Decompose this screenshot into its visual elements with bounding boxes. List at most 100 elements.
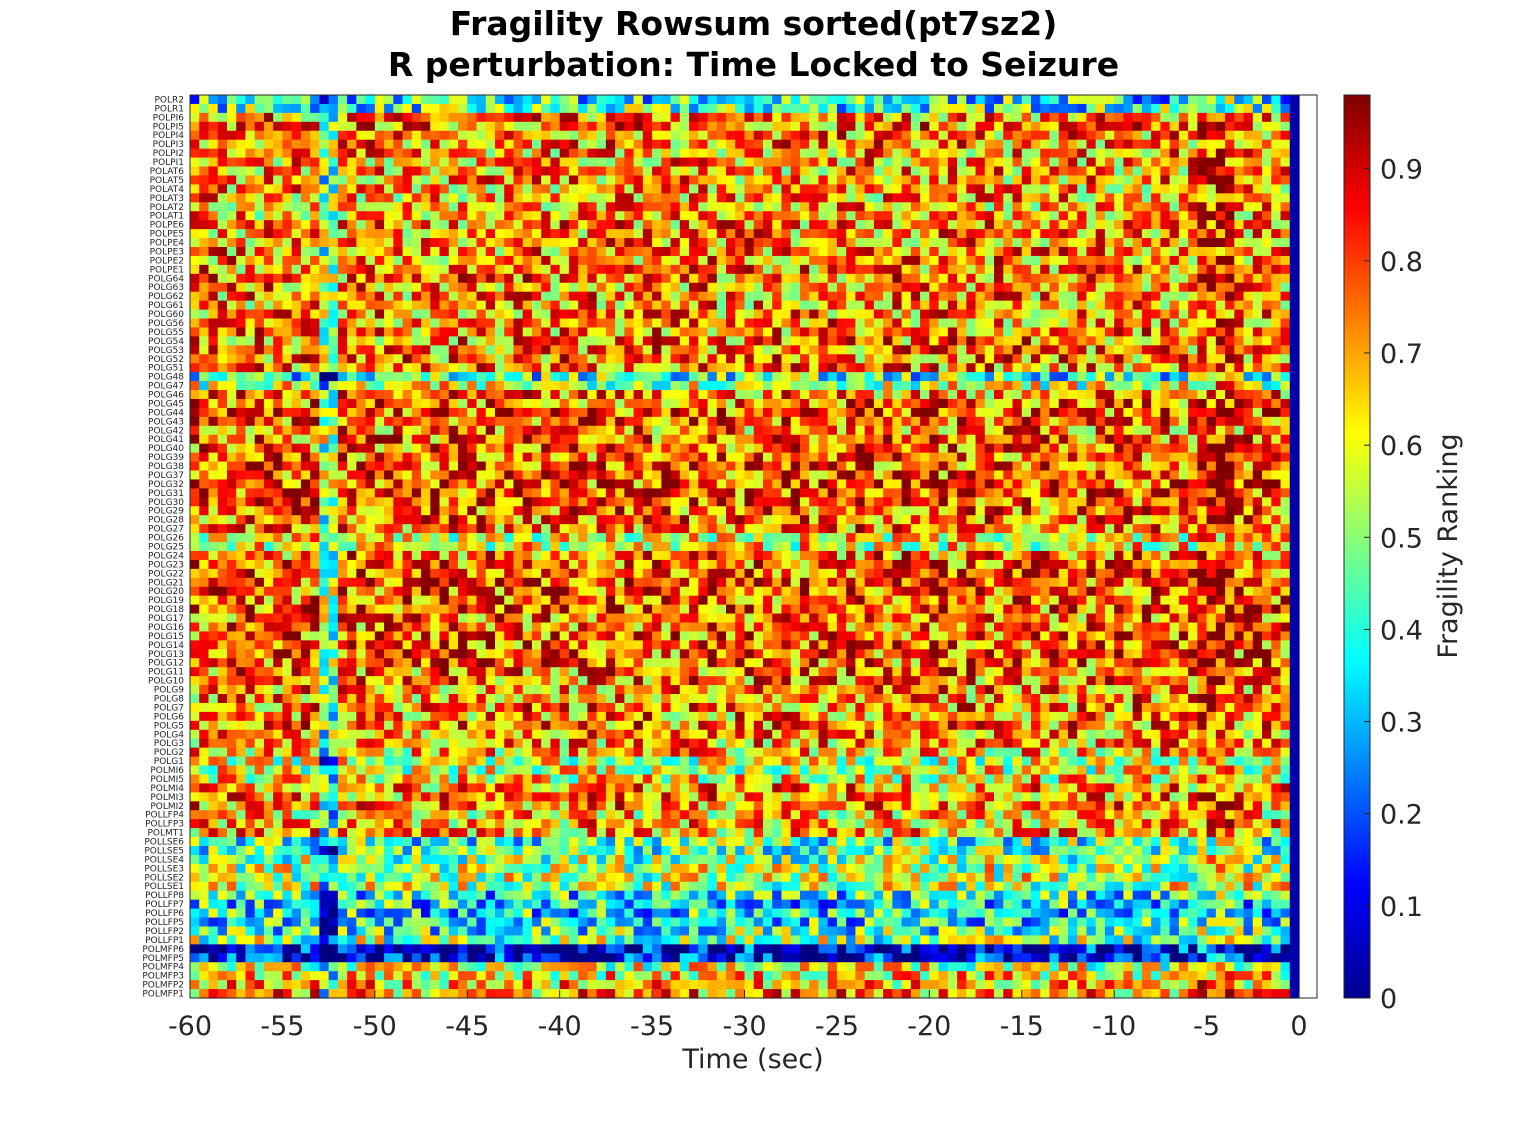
heatmap-cell	[328, 255, 339, 266]
heatmap-cell	[310, 461, 320, 472]
heatmap-cell	[966, 157, 977, 168]
heatmap-cell	[901, 112, 912, 123]
heatmap-cell	[374, 130, 385, 141]
heatmap-cell	[735, 130, 746, 141]
heatmap-cell	[1289, 273, 1300, 284]
heatmap-cell	[245, 95, 256, 105]
heatmap-cell	[827, 220, 838, 230]
heatmap-cell	[605, 434, 616, 445]
heatmap-cell	[957, 211, 967, 221]
heatmap-cell	[578, 354, 588, 364]
heatmap-cell	[984, 202, 995, 212]
heatmap-cell	[208, 121, 219, 132]
heatmap-cell	[846, 229, 856, 239]
heatmap-cell	[310, 264, 320, 275]
heatmap-cell	[1114, 318, 1125, 329]
heatmap-cell	[467, 416, 478, 427]
heatmap-cell	[1151, 95, 1161, 105]
heatmap-cell	[855, 390, 866, 400]
heatmap-cell	[689, 327, 699, 337]
heatmap-cell	[347, 103, 357, 114]
heatmap-cell	[1178, 327, 1189, 337]
heatmap-cell	[781, 372, 792, 382]
heatmap-cell	[772, 130, 783, 141]
heatmap-cell	[458, 148, 468, 159]
heatmap-cell	[994, 130, 1004, 141]
heatmap-cell	[421, 318, 431, 329]
heatmap-cell	[1234, 327, 1245, 337]
heatmap-cell	[864, 354, 875, 364]
heatmap-cell	[568, 273, 579, 284]
heatmap-cell	[190, 381, 200, 391]
heatmap-cell	[1178, 246, 1189, 257]
heatmap-cell	[1160, 157, 1171, 168]
heatmap-cell	[726, 425, 736, 436]
chart-title: Fragility Rowsum sorted(pt7sz2)	[449, 4, 1058, 43]
heatmap-cell	[994, 363, 1004, 373]
heatmap-cell	[402, 264, 413, 275]
heatmap-cell	[411, 336, 422, 346]
heatmap-cell	[726, 381, 736, 391]
heatmap-cell	[901, 202, 912, 212]
heatmap-cell	[1169, 264, 1180, 275]
heatmap-cell	[1188, 184, 1198, 194]
heatmap-cell	[910, 443, 921, 454]
heatmap-cell	[910, 273, 921, 284]
heatmap-cell	[809, 95, 820, 105]
heatmap-cell	[1215, 354, 1226, 364]
heatmap-cell	[393, 229, 404, 239]
heatmap-cell	[430, 327, 441, 337]
heatmap-cell	[716, 372, 727, 382]
heatmap-cell	[679, 300, 690, 311]
heatmap-cell	[762, 255, 773, 266]
heatmap-cell	[550, 95, 561, 105]
heatmap-cell	[698, 318, 709, 329]
heatmap-cell	[384, 202, 394, 212]
heatmap-cell	[836, 398, 847, 409]
heatmap-cell	[883, 184, 893, 194]
heatmap-cell	[735, 229, 746, 239]
heatmap-cell	[1086, 184, 1097, 194]
heatmap-cell	[430, 336, 441, 346]
heatmap-cell	[652, 345, 662, 355]
heatmap-cell	[1049, 354, 1060, 364]
heatmap-cell	[1132, 139, 1143, 150]
heatmap-cell	[596, 175, 607, 186]
heatmap-cell	[273, 166, 284, 177]
heatmap-cell	[1243, 103, 1254, 114]
heatmap-cell	[448, 452, 459, 463]
heatmap-cell	[809, 434, 820, 445]
heatmap-cell	[365, 139, 376, 150]
heatmap-cell	[531, 95, 542, 105]
heatmap-cell	[541, 372, 552, 382]
heatmap-cell	[772, 452, 783, 463]
heatmap-cell	[347, 425, 357, 436]
heatmap-cell	[1021, 327, 1032, 337]
heatmap-cell	[698, 282, 709, 293]
heatmap-cell	[1206, 202, 1217, 212]
heatmap-cell	[1030, 452, 1041, 463]
heatmap-cell	[273, 121, 284, 132]
heatmap-cell	[642, 443, 653, 454]
heatmap-cell	[467, 273, 478, 284]
heatmap-cell	[670, 193, 681, 203]
heatmap-cell	[1077, 264, 1088, 275]
heatmap-cell	[263, 220, 274, 230]
heatmap-cell	[199, 130, 210, 141]
heatmap-cell	[1178, 103, 1189, 114]
heatmap-cell	[421, 363, 431, 373]
heatmap-cell	[467, 184, 478, 194]
heatmap-cell	[1123, 354, 1134, 364]
heatmap-cell	[513, 345, 524, 355]
heatmap-cell	[1104, 193, 1115, 203]
heatmap-cell	[190, 282, 200, 293]
heatmap-cell	[467, 130, 478, 141]
heatmap-cell	[448, 318, 459, 329]
heatmap-cell	[236, 407, 247, 418]
heatmap-cell	[328, 336, 339, 346]
heatmap-cell	[1289, 336, 1300, 346]
heatmap-cell	[402, 381, 413, 391]
heatmap-cell	[633, 220, 644, 230]
heatmap-cell	[319, 95, 330, 105]
heatmap-cell	[624, 121, 635, 132]
